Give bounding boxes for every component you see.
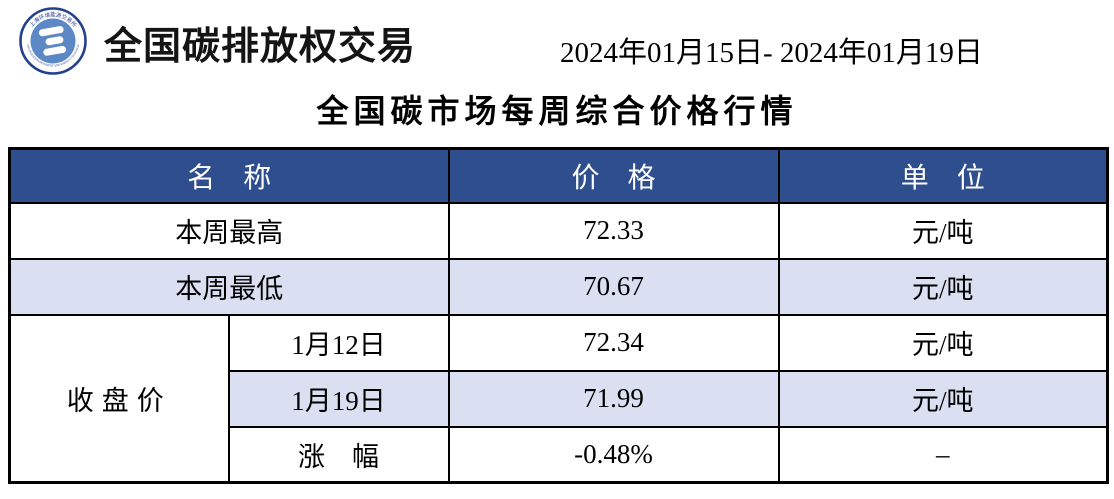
table-row-close-jan19: 1月19日 71.99 元/吨 (10, 369, 1109, 428)
table-row-week-low: 本周最低 70.67 元/吨 (8, 257, 1109, 316)
price-table: 名 称 价 格 单 位 本周最高 72.33 元/吨 本周最低 70.67 元/… (8, 147, 1109, 484)
cell-price: 70.67 (447, 257, 780, 316)
cell-name: 涨 幅 (227, 425, 450, 484)
cell-name: 1月12日 (227, 313, 450, 372)
column-header-name: 名 称 (8, 147, 450, 204)
cell-price: 71.99 (447, 369, 780, 428)
exchange-logo-svg: 上海环境能源交易所 SHANGHAI ENVIRONMENT AND ENERG… (19, 7, 87, 75)
cell-unit: 元/吨 (777, 201, 1109, 260)
cell-name: 本周最低 (8, 257, 450, 316)
date-range: 2024年01月15日- 2024年01月19日 (560, 37, 983, 69)
row-group-label-closing-price: 收盘价 (8, 313, 230, 484)
cell-name: 本周最高 (8, 201, 450, 260)
table-header-row: 名 称 价 格 单 位 (8, 147, 1109, 204)
table-row-change: 涨 幅 -0.48% – (10, 425, 1109, 484)
cell-name: 1月19日 (227, 369, 450, 428)
cell-unit: – (777, 425, 1109, 484)
table-row-close-jan12: 收盘价 1月12日 72.34 元/吨 (8, 313, 1109, 484)
page-title: 全国碳市场每周综合价格行情 (316, 93, 798, 129)
brand-name: 全国碳排放权交易 (104, 26, 417, 68)
cell-unit: 元/吨 (777, 257, 1109, 316)
cell-price: 72.33 (447, 201, 780, 260)
cell-price: -0.48% (447, 425, 780, 484)
table-row-week-high: 本周最高 72.33 元/吨 (8, 201, 1109, 260)
logo-e-icon (38, 26, 67, 56)
cell-unit: 元/吨 (777, 369, 1109, 428)
cell-unit: 元/吨 (777, 313, 1109, 372)
cell-price: 72.34 (447, 313, 780, 372)
column-header-price: 价 格 (447, 147, 780, 204)
exchange-logo: 上海环境能源交易所 SHANGHAI ENVIRONMENT AND ENERG… (18, 6, 88, 76)
column-header-unit: 单 位 (777, 147, 1109, 204)
